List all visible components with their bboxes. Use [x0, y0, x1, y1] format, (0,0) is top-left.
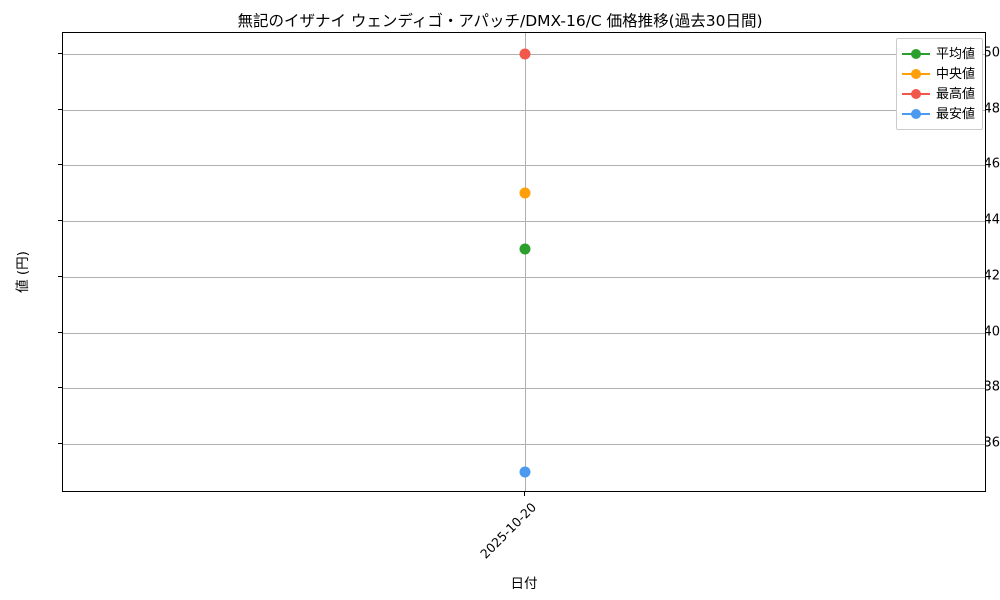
gridline-horizontal [63, 276, 985, 278]
y-tick-label: 40 [983, 324, 1000, 340]
data-point [519, 466, 531, 478]
y-axis-label: 値 (円) [15, 251, 31, 293]
legend-label: 最高値 [936, 86, 976, 102]
legend-item-1[interactable]: 中央値 [902, 64, 975, 84]
y-tick-label: 48 [983, 101, 1000, 117]
y-tick-label: 46 [983, 156, 1000, 172]
data-point [519, 243, 531, 255]
x-tick-label: 2025-10-20 [477, 499, 540, 562]
gridline-horizontal [63, 109, 985, 111]
y-tick-mark [58, 275, 62, 277]
gridline-horizontal [63, 165, 985, 167]
y-tick-label: 36 [983, 435, 1000, 451]
y-tick-mark [58, 220, 62, 222]
legend-item-2[interactable]: 最高値 [902, 84, 975, 104]
data-point [519, 48, 531, 60]
legend-label: 平均値 [936, 46, 976, 62]
y-tick-mark [58, 164, 62, 166]
gridline-horizontal [63, 332, 985, 334]
chart-legend[interactable]: 平均値中央値最高値最安値 [896, 38, 984, 130]
legend-marker-icon [902, 68, 930, 80]
y-tick-mark [58, 331, 62, 333]
y-tick-mark [58, 52, 62, 54]
data-point [519, 187, 531, 199]
y-tick-mark [58, 387, 62, 389]
chart-title: 無記のイザナイ ウェンディゴ・アパッチ/DMX-16/C 価格推移(過去30日間… [237, 12, 763, 30]
legend-item-3[interactable]: 最安値 [902, 104, 975, 124]
gridline-horizontal [63, 221, 985, 223]
legend-label: 最安値 [936, 106, 976, 122]
gridline-horizontal [63, 444, 985, 446]
legend-marker-icon [902, 48, 930, 60]
y-tick-mark [58, 443, 62, 445]
y-tick-label: 44 [983, 212, 1000, 228]
y-tick-label: 50 [983, 45, 1000, 61]
legend-item-0[interactable]: 平均値 [902, 44, 975, 64]
legend-marker-icon [902, 108, 930, 120]
gridline-vertical [525, 33, 526, 491]
plot-area [62, 32, 986, 492]
gridline-horizontal [63, 388, 985, 390]
legend-marker-icon [902, 88, 930, 100]
y-tick-label: 42 [983, 268, 1000, 284]
x-tick-mark [524, 492, 525, 496]
y-tick-mark [58, 108, 62, 110]
x-axis-label: 日付 [510, 576, 538, 592]
legend-label: 中央値 [936, 66, 976, 82]
y-tick-label: 38 [983, 379, 1000, 395]
